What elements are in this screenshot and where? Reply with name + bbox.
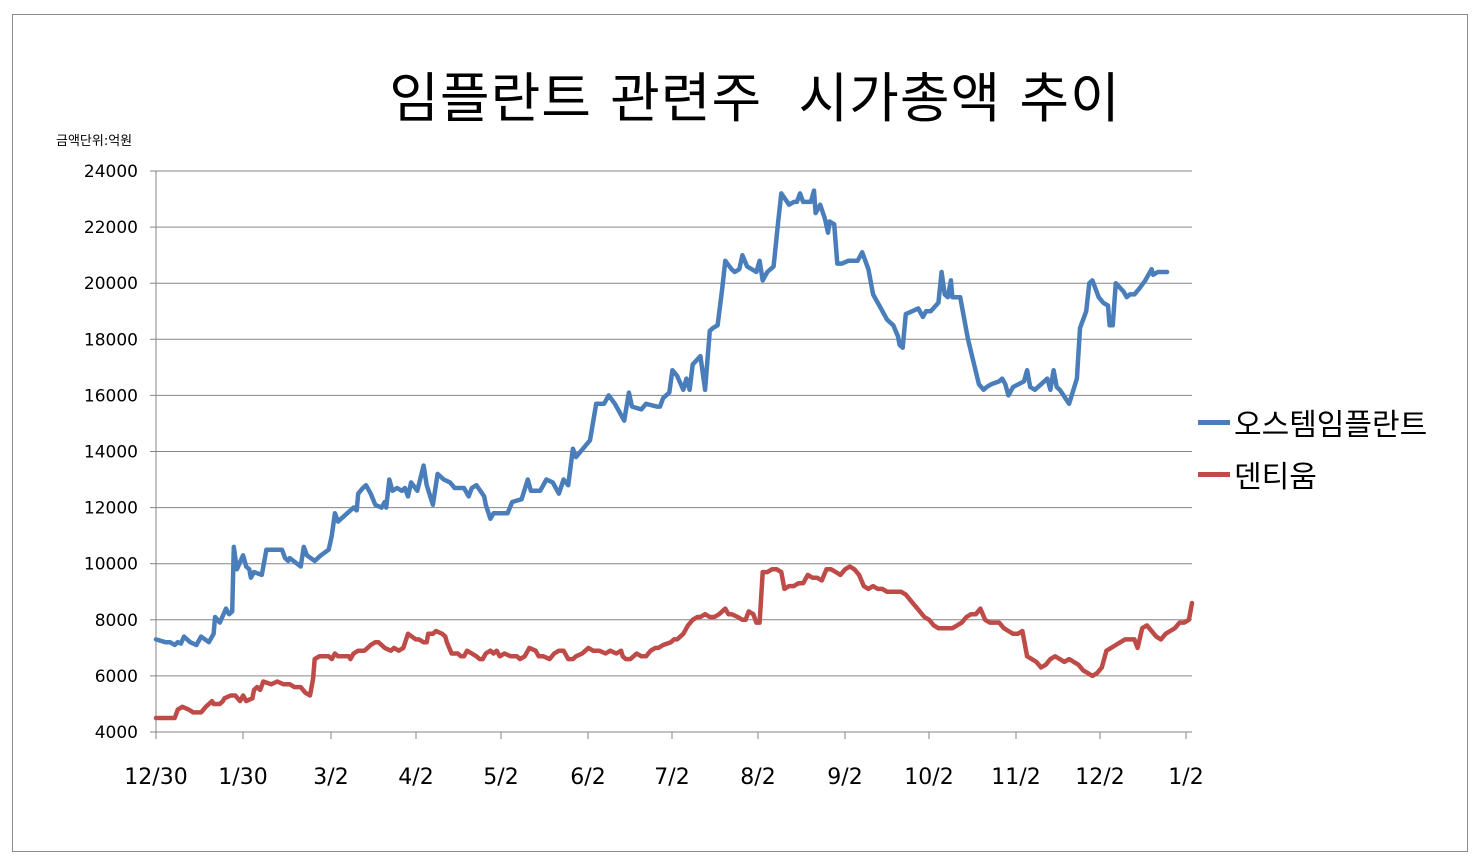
y-tick-label-2: 8000 [95,611,138,631]
chart-frame [12,14,1468,852]
x-tick-label-1: 1/30 [218,765,267,790]
x-tick-label-6: 7/2 [654,765,689,790]
y-tick-label-1: 6000 [95,667,138,687]
x-tick-label-9: 10/2 [904,765,953,790]
unit-note: 금액단위:억원 [56,134,133,149]
chart-title: 임플란트 관련주 시가총액 추이 [389,67,1121,130]
legend-swatch-1 [1198,471,1230,477]
x-tick-label-12: 1/2 [1168,765,1203,790]
y-tick-label-8: 20000 [84,274,138,294]
legend-item-0: 오스템임플란트 [1198,396,1427,448]
y-tick-label-3: 10000 [84,555,138,575]
x-tick-label-0: 12/30 [124,765,187,790]
x-tick-label-5: 6/2 [570,765,605,790]
series-line-0 [153,188,1170,648]
y-tick-label-6: 16000 [84,386,138,406]
legend-swatch-0 [1198,419,1230,425]
legend-label-1: 덴티움 [1234,460,1317,495]
x-tick-label-10: 11/2 [991,765,1040,790]
legend-label-0: 오스템임플란트 [1234,408,1428,443]
legend-item-1: 덴티움 [1198,448,1427,500]
x-tick-label-11: 12/2 [1075,765,1124,790]
y-tick-label-0: 4000 [95,723,138,743]
series-line-1 [153,564,1195,721]
x-tick-label-7: 8/2 [740,765,775,790]
y-tick-label-10: 24000 [84,162,138,182]
x-tick-label-2: 3/2 [313,765,348,790]
x-tick-label-4: 5/2 [483,765,518,790]
x-tick-label-3: 4/2 [398,765,433,790]
y-tick-label-4: 12000 [84,499,138,519]
y-tick-label-5: 14000 [84,443,138,463]
y-tick-label-9: 22000 [84,218,138,238]
y-tick-label-7: 18000 [84,330,138,350]
x-tick-label-8: 9/2 [827,765,862,790]
